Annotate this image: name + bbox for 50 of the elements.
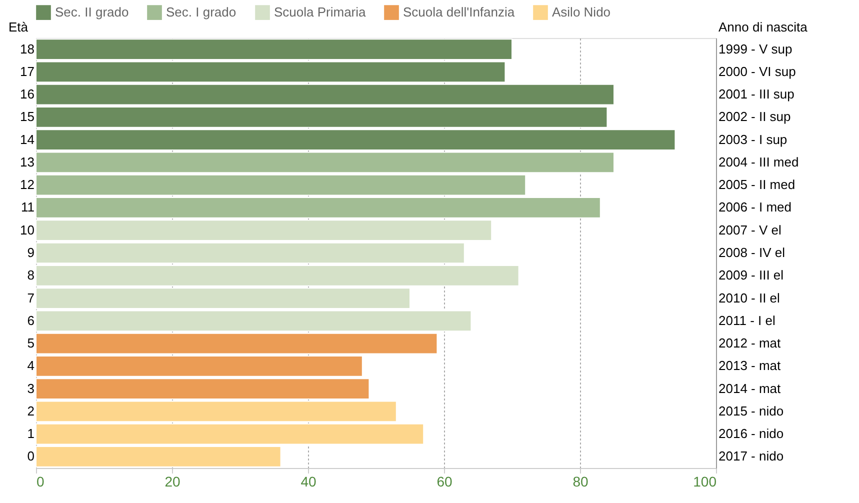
y2-tick-label: 2017 - nido bbox=[718, 448, 784, 464]
y2-axis-title: Anno di nascita bbox=[718, 20, 808, 34]
y-tick-label: 12 bbox=[20, 177, 34, 192]
y-tick-label: 10 bbox=[20, 222, 34, 238]
y2-tick-label: 2004 - III med bbox=[718, 154, 799, 170]
y-tick-label: 2 bbox=[27, 403, 34, 418]
y2-tick-label: 2015 - nido bbox=[718, 403, 784, 418]
y-tick-label: 15 bbox=[20, 109, 34, 124]
y-tick-label: 17 bbox=[20, 64, 34, 79]
y-tick-label: 1 bbox=[27, 426, 34, 442]
y-tick-label: 14 bbox=[20, 132, 34, 147]
y2-tick-label: 2013 - mat bbox=[718, 358, 782, 374]
x-tick-label: 20 bbox=[164, 474, 180, 490]
y-tick-label: 9 bbox=[27, 245, 34, 260]
y2-tick-label: 2011 - I el bbox=[718, 312, 776, 328]
legend-label: Sec. I grado bbox=[166, 4, 236, 20]
y2-tick-label: 2014 - mat bbox=[718, 380, 782, 396]
y2-tick-label: 2010 - II el bbox=[718, 290, 780, 306]
y-tick-label: 3 bbox=[27, 380, 34, 396]
y2-tick-label: 2001 - III sup bbox=[718, 86, 794, 102]
y-tick-label: 0 bbox=[27, 448, 34, 464]
x-tick-label: 60 bbox=[436, 474, 452, 490]
y2-tick-label: 2007 - V el bbox=[718, 222, 782, 238]
y2-tick-label: 2008 - IV el bbox=[718, 245, 786, 260]
y2-tick-label: 2009 - III el bbox=[718, 268, 784, 283]
y-tick-label: 16 bbox=[20, 86, 34, 102]
y2-tick-label: 2006 - I med bbox=[718, 200, 792, 215]
x-tick-label: 80 bbox=[572, 474, 588, 490]
x-tick-label: 40 bbox=[300, 474, 316, 490]
y2-tick-label: 2005 - II med bbox=[718, 177, 796, 192]
y2-tick-label: 1999 - V sup bbox=[718, 41, 792, 56]
y2-tick-label: 2002 - II sup bbox=[718, 109, 791, 124]
y-tick-label: 4 bbox=[27, 358, 34, 374]
y2-tick-label: 2012 - mat bbox=[718, 336, 782, 351]
legend-label: Sec. II grado bbox=[55, 4, 129, 20]
y2-tick-label: 2000 - VI sup bbox=[718, 64, 796, 79]
y-tick-label: 7 bbox=[27, 290, 34, 306]
y-tick-label: 6 bbox=[27, 312, 34, 328]
y-tick-label: 11 bbox=[21, 200, 34, 215]
x-tick-label: 100 bbox=[693, 474, 717, 490]
legend-label: Scuola Primaria bbox=[274, 4, 367, 20]
legend-label: Scuola dell'Infanzia bbox=[403, 4, 516, 20]
y-tick-label: 8 bbox=[27, 268, 34, 283]
y2-tick-label: 2016 - nido bbox=[718, 426, 784, 442]
legend-label: Asilo Nido bbox=[552, 4, 611, 20]
y2-tick-label: 2003 - I sup bbox=[718, 132, 788, 147]
y-tick-label: 13 bbox=[20, 154, 34, 170]
y-tick-label: 5 bbox=[27, 336, 34, 351]
y-tick-label: 18 bbox=[20, 41, 34, 56]
y-axis-title: Età bbox=[8, 20, 29, 34]
